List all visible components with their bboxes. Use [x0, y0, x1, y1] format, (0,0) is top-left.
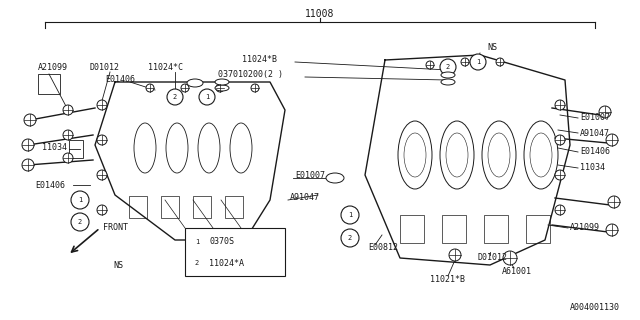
Text: NS: NS	[487, 44, 497, 52]
Text: A21099: A21099	[38, 63, 68, 73]
Circle shape	[341, 206, 359, 224]
Bar	[161, 196, 179, 218]
Text: E00812: E00812	[368, 244, 398, 252]
Circle shape	[555, 100, 565, 110]
Bar	[69, 140, 83, 158]
Text: E01406: E01406	[105, 76, 135, 84]
Text: 11024*B: 11024*B	[242, 55, 277, 65]
Text: E01406: E01406	[580, 148, 610, 156]
Ellipse shape	[187, 79, 203, 87]
Circle shape	[606, 224, 618, 236]
Text: 11021*B: 11021*B	[430, 276, 465, 284]
Text: 1: 1	[348, 212, 352, 218]
Circle shape	[97, 205, 107, 215]
Circle shape	[599, 106, 611, 118]
Circle shape	[426, 61, 434, 69]
Text: E01007: E01007	[580, 114, 610, 123]
Text: D01012: D01012	[90, 63, 120, 73]
Circle shape	[496, 58, 504, 66]
Text: A21099: A21099	[570, 223, 600, 233]
Text: E01406: E01406	[35, 180, 65, 189]
Text: 1: 1	[78, 197, 82, 203]
Circle shape	[189, 234, 205, 250]
Text: 2: 2	[446, 64, 450, 70]
Text: A61001: A61001	[502, 268, 532, 276]
Circle shape	[167, 89, 183, 105]
Circle shape	[470, 54, 486, 70]
Circle shape	[606, 134, 618, 146]
Text: 11034: 11034	[580, 164, 605, 172]
Bar	[38, 74, 60, 94]
Text: 1: 1	[205, 94, 209, 100]
Ellipse shape	[215, 85, 229, 91]
Text: 2: 2	[348, 235, 352, 241]
Text: 1: 1	[476, 59, 480, 65]
Bar	[526, 215, 550, 243]
Circle shape	[71, 213, 89, 231]
Circle shape	[22, 139, 34, 151]
Circle shape	[199, 89, 215, 105]
Bar	[400, 215, 424, 243]
Text: E01007: E01007	[295, 171, 325, 180]
Circle shape	[181, 84, 189, 92]
Bar	[484, 215, 508, 243]
Text: A91047: A91047	[580, 129, 610, 138]
Text: 2: 2	[195, 260, 199, 266]
Ellipse shape	[441, 72, 455, 78]
Ellipse shape	[215, 79, 229, 85]
Circle shape	[503, 251, 517, 265]
Circle shape	[251, 84, 259, 92]
Text: 0370S: 0370S	[209, 237, 234, 246]
Circle shape	[440, 59, 456, 75]
Text: 11024*A: 11024*A	[209, 259, 244, 268]
Circle shape	[63, 105, 73, 115]
Text: 037010200(2 ): 037010200(2 )	[218, 70, 283, 79]
Circle shape	[608, 196, 620, 208]
Circle shape	[189, 255, 205, 271]
Circle shape	[24, 114, 36, 126]
Circle shape	[97, 100, 107, 110]
Bar	[442, 215, 466, 243]
Text: FRONT: FRONT	[103, 223, 128, 233]
Circle shape	[216, 84, 224, 92]
Text: 11008: 11008	[305, 9, 335, 19]
Circle shape	[341, 229, 359, 247]
Circle shape	[22, 159, 34, 171]
Circle shape	[461, 58, 469, 66]
Text: A91047: A91047	[290, 194, 320, 203]
Text: 2: 2	[78, 219, 82, 225]
Text: 11034: 11034	[42, 143, 67, 153]
Circle shape	[97, 170, 107, 180]
Circle shape	[97, 135, 107, 145]
Circle shape	[71, 191, 89, 209]
Text: 2: 2	[173, 94, 177, 100]
Text: D01012: D01012	[478, 253, 508, 262]
Text: 11024*C: 11024*C	[148, 63, 183, 73]
Circle shape	[146, 84, 154, 92]
Circle shape	[63, 130, 73, 140]
Bar	[129, 196, 147, 218]
Circle shape	[555, 135, 565, 145]
Bar	[185, 228, 285, 276]
Circle shape	[555, 205, 565, 215]
Ellipse shape	[441, 79, 455, 85]
Circle shape	[449, 249, 461, 261]
Text: 1: 1	[195, 239, 199, 245]
Bar	[193, 196, 211, 218]
Text: NS: NS	[113, 260, 123, 269]
Ellipse shape	[326, 173, 344, 183]
Bar	[225, 196, 243, 218]
Circle shape	[63, 153, 73, 163]
Text: A004001130: A004001130	[570, 303, 620, 312]
Circle shape	[555, 170, 565, 180]
